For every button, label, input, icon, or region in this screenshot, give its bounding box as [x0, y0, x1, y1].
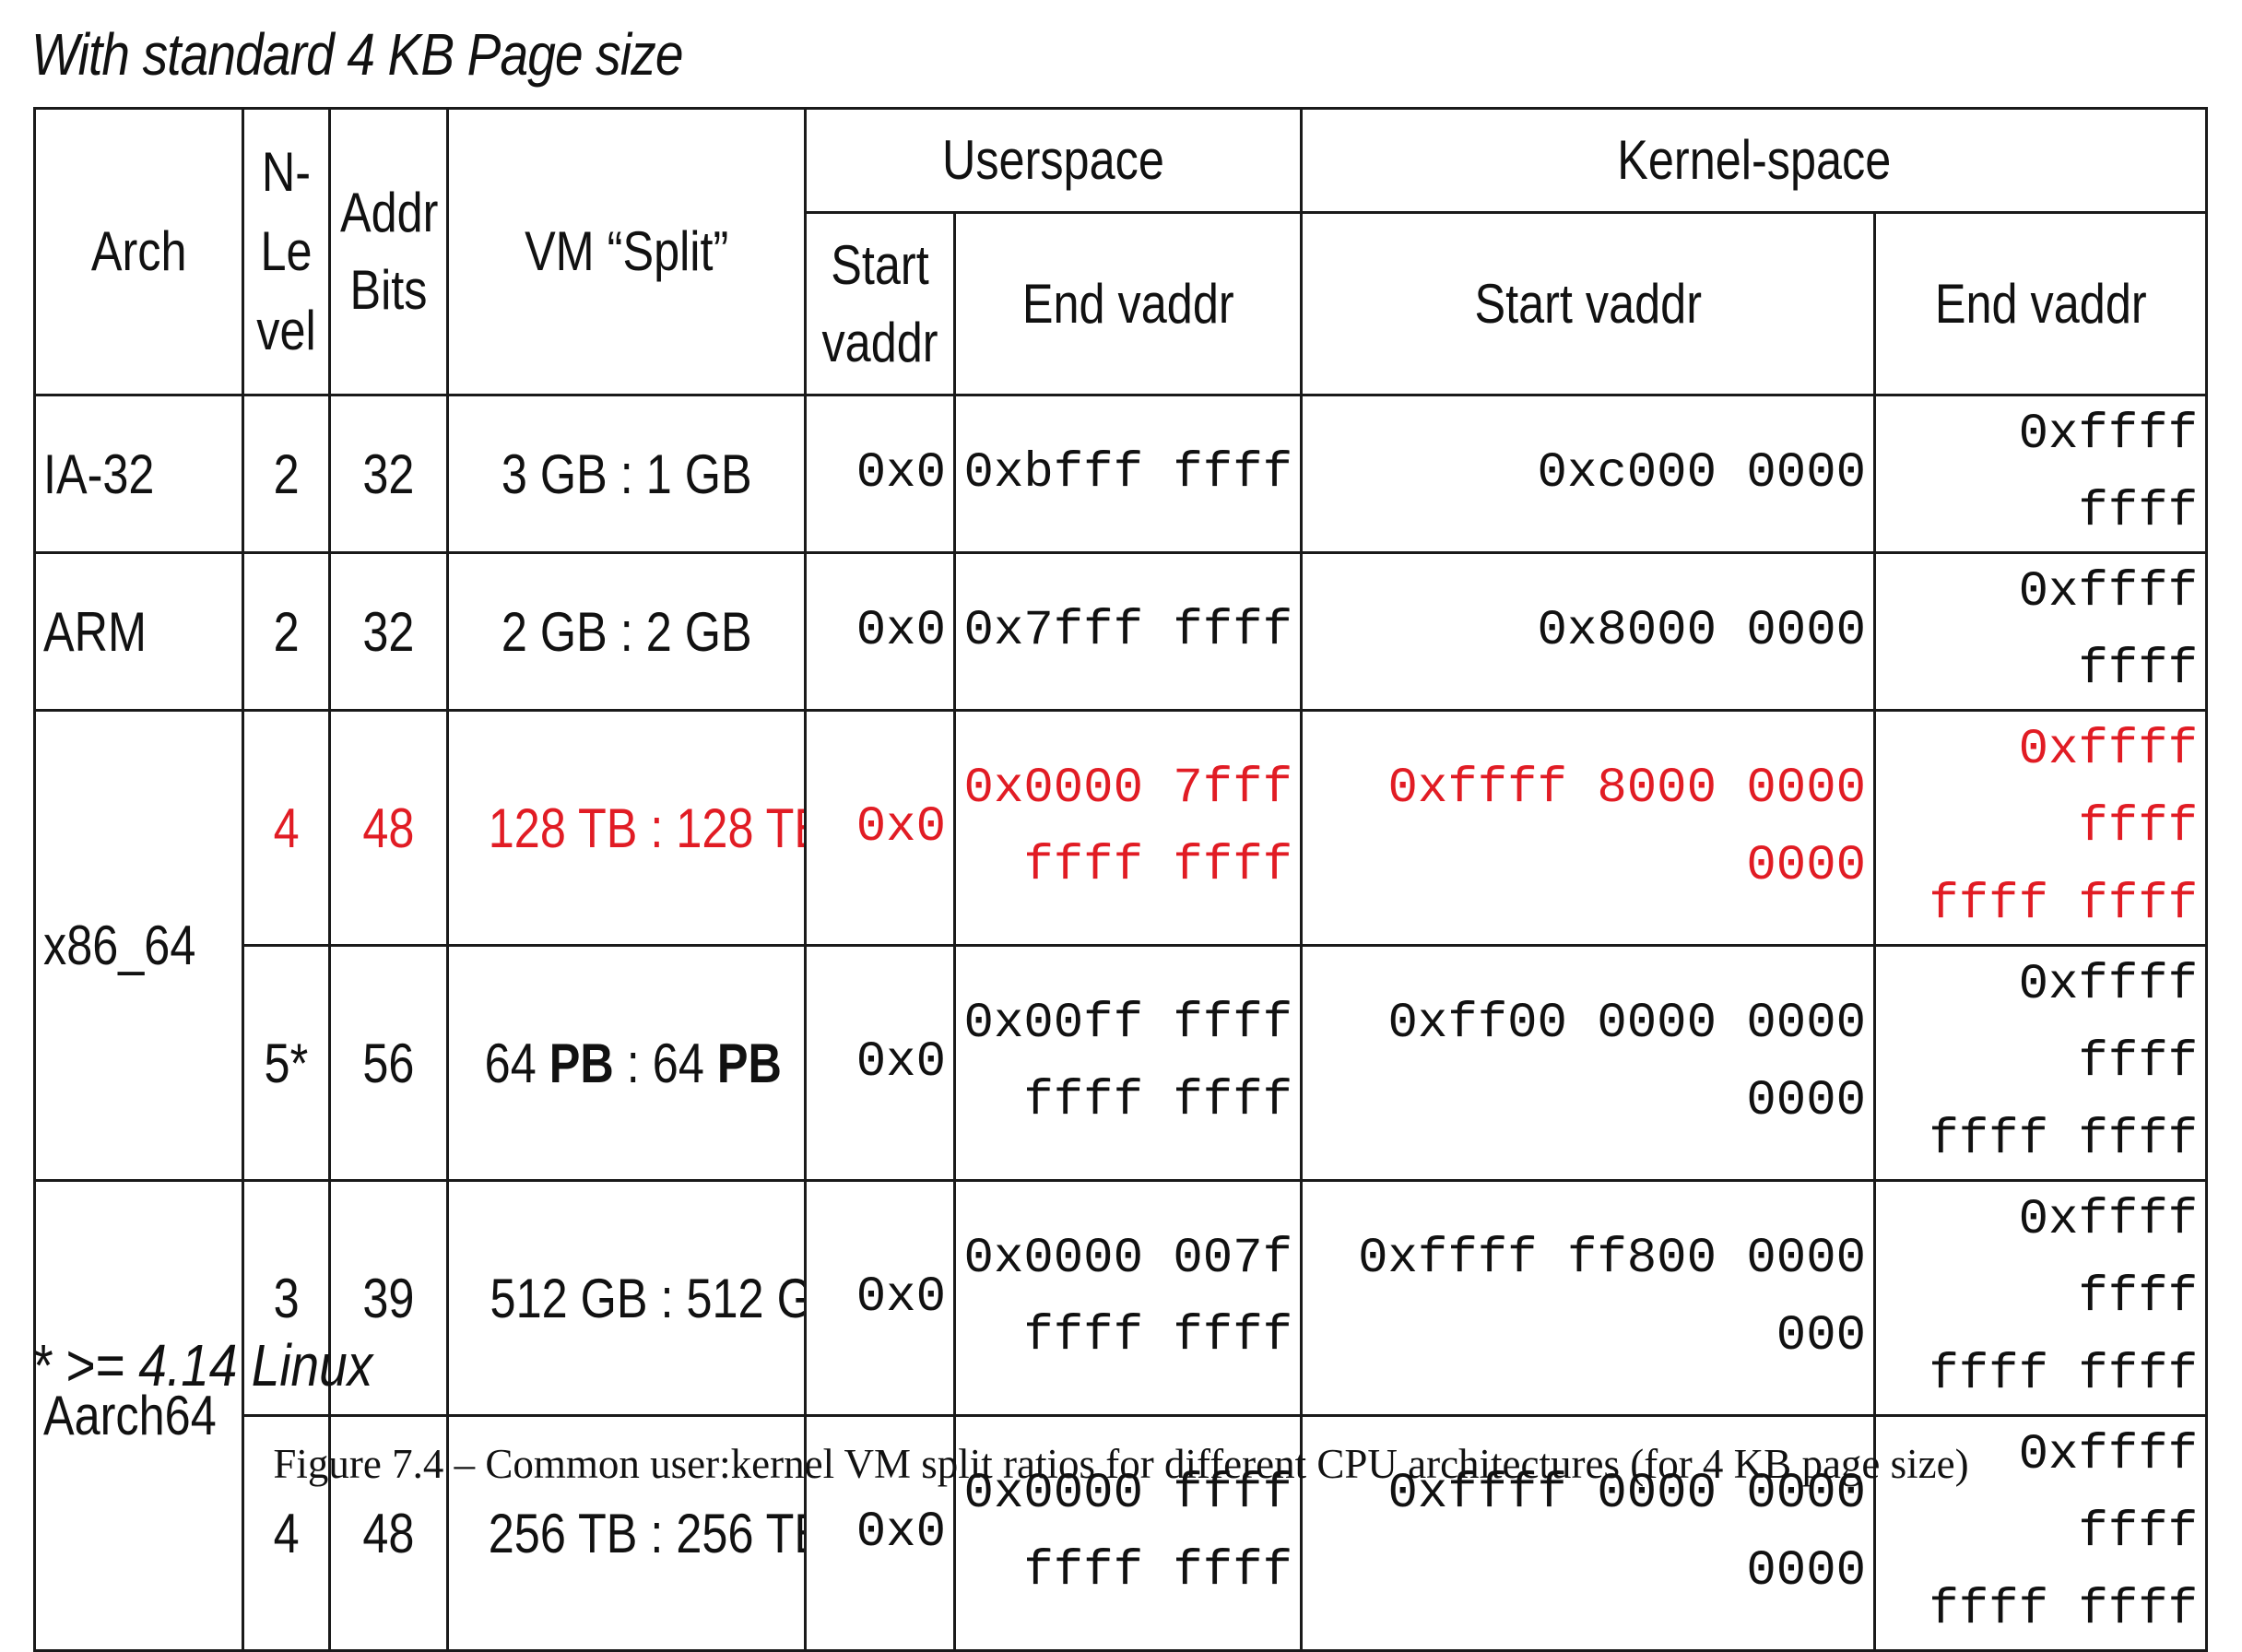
user-end-cell: 0xbfff ffff — [952, 394, 1304, 554]
figure-heading: With standard 4 KB Page size — [31, 21, 683, 88]
nlevel-cell: 2 — [242, 394, 331, 554]
header-user-start: Start vaddr — [804, 211, 956, 396]
header-row-sub: Start vaddr End vaddr Start vaddr End va… — [35, 211, 2209, 396]
user-start-cell: 0x0 — [804, 944, 956, 1182]
user-start-cell: 0x0 — [804, 709, 956, 947]
figure-caption: Figure 7.4 – Common user:kernel VM split… — [273, 1441, 1969, 1487]
table-row: 5* 56 64 PB : 64 PB 0x0 0x00ff ffff ffff … — [35, 944, 2209, 1182]
header-user-end: End vaddr — [952, 211, 1304, 396]
header-kernelspace: Kernel-space — [1300, 107, 2209, 214]
table-row-highlighted: x86_64 4 48 128 TB : 128 TB 0x0 0x0000 7… — [33, 709, 2209, 1182]
kernel-start-cell: 0xc000 0000 — [1300, 394, 1877, 554]
header-row-top: Arch N- Le vel Addr Bits VM “Split” User… — [33, 107, 2209, 396]
table-row: ARM 2 32 2 GB : 2 GB 0x0 0x7fff ffff 0x8… — [33, 551, 2209, 712]
user-start-cell: 0x0 — [804, 394, 956, 554]
vm-split-cell: 64 PB : 64 PB — [446, 944, 807, 1182]
kernel-end-cell: 0xffff ffff ffff ffff — [1873, 1179, 2209, 1417]
header-vm-split: VM “Split” — [446, 107, 807, 396]
kernel-start-cell: 0x8000 0000 — [1300, 551, 1877, 712]
table-row: Aarch64 3 39 512 GB : 512 GB 0x0 0x0000 … — [33, 1179, 2209, 1652]
kernel-end-cell: 0xffff ffff — [1873, 551, 2209, 712]
arch-cell: Aarch64 — [33, 1179, 244, 1652]
kernel-start-cell: 0xffff 8000 0000 0000 — [1300, 709, 1877, 947]
vm-split-cell: 512 GB : 512 GB — [446, 1179, 807, 1417]
vm-split-cell: 2 GB : 2 GB — [446, 551, 807, 712]
header-kernel-start: Start vaddr — [1300, 211, 1877, 396]
addr-bits-cell: 56 — [328, 944, 449, 1182]
kernel-start-cell: 0xffff ff800 0000 000 — [1300, 1179, 1877, 1417]
vm-split-table: Arch N- Le vel Addr Bits VM “Split” User… — [33, 107, 2209, 1652]
user-end-cell: 0x00ff ffff ffff ffff — [952, 944, 1304, 1182]
header-nlevel: N- Le vel — [242, 107, 331, 396]
header-userspace: Userspace — [803, 107, 1304, 214]
user-start-cell: 0x0 — [804, 551, 956, 712]
addr-bits-cell: 32 — [328, 394, 449, 554]
table-row: IA-32 2 32 3 GB : 1 GB 0x0 0xbfff ffff 0… — [33, 394, 2209, 554]
arch-cell: IA-32 — [33, 394, 244, 554]
vm-split-cell: 128 TB : 128 TB — [446, 709, 807, 947]
nlevel-cell: 4 — [242, 709, 331, 947]
user-end-cell: 0x0000 007f ffff ffff — [952, 1179, 1304, 1417]
arch-cell: x86_64 — [33, 709, 244, 1182]
user-start-cell: 0x0 — [804, 1179, 956, 1417]
arch-cell: ARM — [33, 551, 244, 712]
user-end-cell: 0x7fff ffff — [952, 551, 1304, 712]
kernel-start-cell: 0xff00 0000 0000 0000 — [1300, 944, 1877, 1182]
footnote: * >= 4.14 Linux — [31, 1332, 373, 1398]
addr-bits-cell: 48 — [328, 709, 449, 947]
nlevel-cell: 2 — [242, 551, 331, 712]
nlevel-cell: 3 — [242, 1179, 331, 1417]
user-end-cell: 0x0000 7fff ffff ffff — [952, 709, 1304, 947]
kernel-end-cell: 0xffff ffff ffff ffff — [1873, 709, 2209, 947]
nlevel-cell: 5* — [242, 944, 331, 1182]
header-kernel-end: End vaddr — [1873, 211, 2209, 396]
kernel-end-cell: 0xffff ffff ffff ffff — [1873, 944, 2209, 1182]
header-arch: Arch — [33, 107, 244, 396]
addr-bits-cell: 32 — [328, 551, 449, 712]
addr-bits-cell: 39 — [328, 1179, 449, 1417]
vm-split-cell: 3 GB : 1 GB — [446, 394, 807, 554]
kernel-end-cell: 0xffff ffff — [1873, 394, 2209, 554]
header-addr-bits: Addr Bits — [328, 107, 449, 396]
